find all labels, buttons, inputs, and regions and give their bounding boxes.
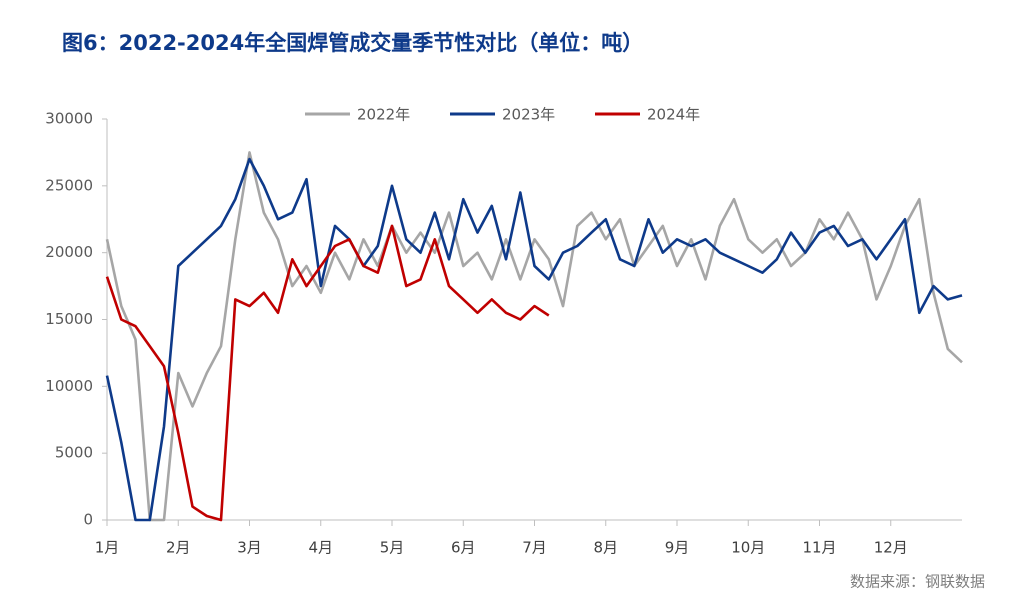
x-tick-label: 8月: [593, 539, 618, 557]
x-tick-label: 10月: [731, 539, 765, 557]
x-tick-label: 5月: [380, 539, 405, 557]
y-tick-label: 10000: [45, 377, 93, 395]
x-tick-label: 11月: [802, 539, 836, 557]
x-tick-label: 9月: [665, 539, 690, 557]
chart-title: 图6：2022-2024年全国焊管成交量季节性对比（单位：吨）: [62, 31, 643, 55]
series-line: [105, 151, 963, 522]
y-tick-label: 15000: [45, 310, 93, 328]
x-tick-label: 12月: [874, 539, 908, 557]
x-tick-label: 6月: [451, 539, 476, 557]
x-tick-label: 4月: [308, 539, 333, 557]
legend-label: 2022年: [357, 106, 410, 124]
legend-label: 2024年: [647, 106, 700, 124]
series-line: [105, 157, 963, 522]
x-tick-label: 7月: [522, 539, 547, 557]
y-tick-label: 0: [83, 511, 93, 529]
y-tick-label: 20000: [45, 243, 93, 261]
y-tick-label: 5000: [55, 444, 93, 462]
x-tick-label: 1月: [95, 539, 120, 557]
source-note: 数据来源：钢联数据: [850, 573, 985, 591]
legend-label: 2023年: [502, 106, 555, 124]
y-tick-label: 25000: [45, 176, 93, 194]
x-tick-label: 2月: [166, 539, 191, 557]
series-line: [105, 224, 550, 522]
x-tick-label: 3月: [237, 539, 262, 557]
y-tick-label: 30000: [45, 110, 93, 128]
